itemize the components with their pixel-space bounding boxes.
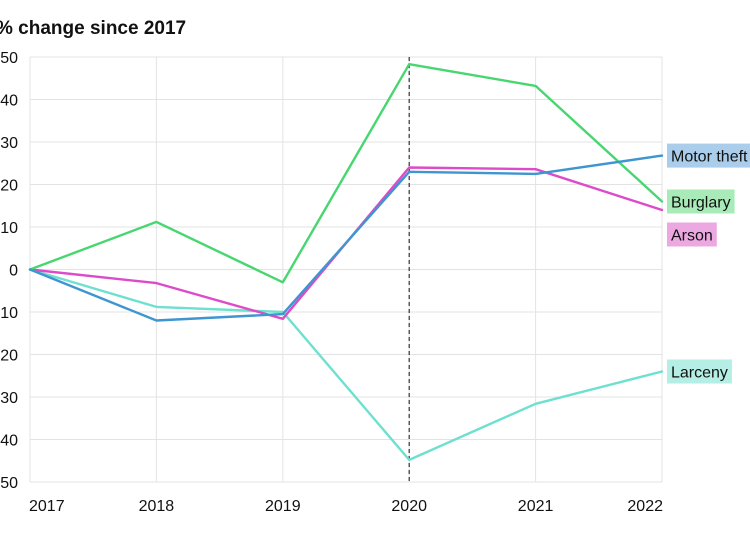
series-label-bg xyxy=(667,222,717,247)
x-tick-label: 2022 xyxy=(627,498,663,515)
series-label-motor-theft: Motor theft xyxy=(667,143,750,168)
series-line-motor-theft xyxy=(28,154,664,322)
y-tick-label: 20 xyxy=(0,178,18,195)
y-tick-label: -50 xyxy=(0,475,18,492)
x-tick-label: 2020 xyxy=(391,498,427,515)
y-tick-label: -10 xyxy=(0,305,18,322)
series-label-text: Motor theft xyxy=(671,149,748,166)
series-label-larceny: Larceny xyxy=(667,359,732,384)
grid xyxy=(29,56,663,483)
y-tick-label: 10 xyxy=(0,220,18,237)
y-axis: -50 -40 -30 -20 -10 0 10 20 30 40 50 xyxy=(0,50,18,492)
x-tick-label: 2019 xyxy=(265,498,301,515)
x-axis: 2017 2018 2019 2020 2021 2022 xyxy=(29,498,663,515)
series-label-bg xyxy=(667,189,735,214)
y-tick-label: -40 xyxy=(0,433,18,450)
series-label-bg xyxy=(667,143,750,168)
x-tick-label: 2021 xyxy=(518,498,554,515)
series-label-text: Arson xyxy=(671,228,713,245)
chart-title: % change since 2017 xyxy=(0,18,186,39)
y-tick-label: -30 xyxy=(0,390,18,407)
series-line-burglary xyxy=(28,62,664,284)
series-label-text: Burglary xyxy=(671,195,731,212)
y-tick-label: -20 xyxy=(0,348,18,365)
series-label-text: Larceny xyxy=(671,365,728,382)
series-label-arson: Arson xyxy=(667,222,717,247)
series-labels: Motor theft Burglary Arson Larceny xyxy=(667,143,750,384)
series-lines xyxy=(28,62,664,462)
y-tick-label: 50 xyxy=(0,50,18,67)
y-tick-label: 0 xyxy=(9,263,18,280)
x-tick-label: 2017 xyxy=(29,498,65,515)
y-tick-label: 30 xyxy=(0,135,18,152)
series-label-burglary: Burglary xyxy=(667,189,735,214)
series-label-bg xyxy=(667,359,732,384)
x-tick-label: 2018 xyxy=(139,498,175,515)
series-line-larceny xyxy=(28,268,664,462)
y-tick-label: 40 xyxy=(0,93,18,110)
